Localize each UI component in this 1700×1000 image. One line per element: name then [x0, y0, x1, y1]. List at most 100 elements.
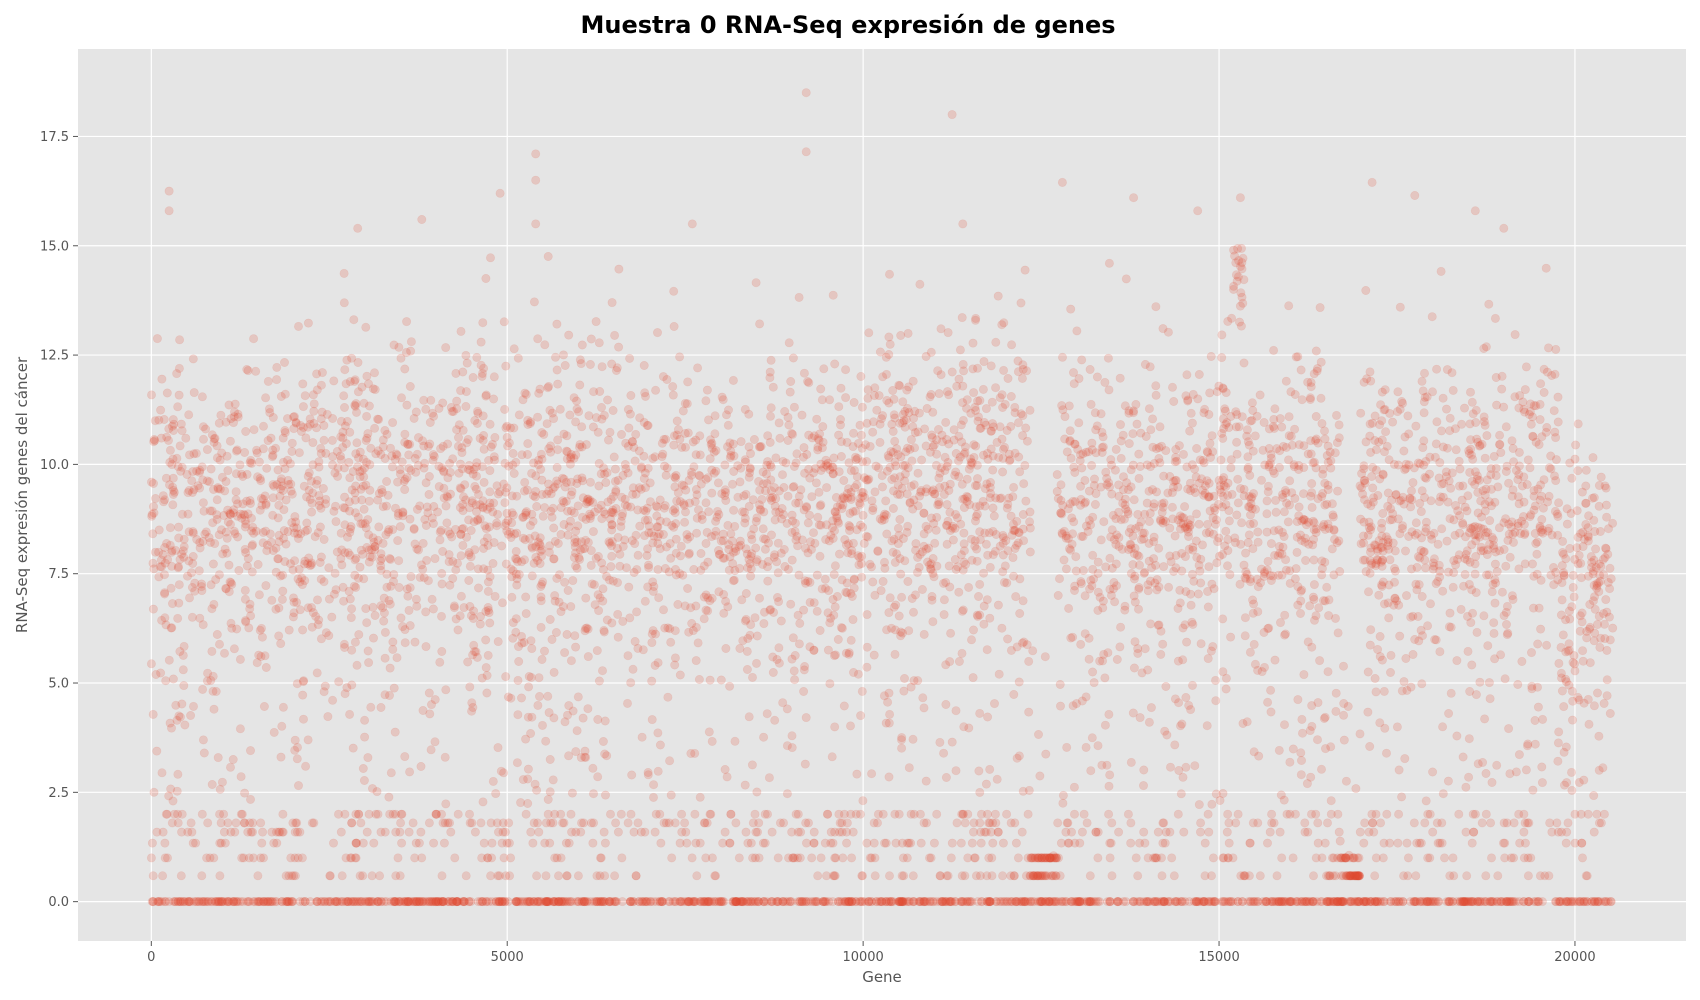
data-point	[740, 404, 750, 414]
data-point	[1307, 502, 1317, 512]
data-point	[1084, 654, 1094, 664]
data-point	[1272, 871, 1282, 881]
data-point	[890, 557, 900, 567]
data-point	[1359, 377, 1369, 387]
data-point	[168, 674, 178, 684]
data-point	[1452, 731, 1462, 741]
data-point	[760, 486, 770, 496]
data-point	[243, 827, 253, 837]
data-point	[740, 518, 750, 528]
data-point	[577, 442, 587, 452]
data-point	[640, 388, 650, 398]
data-point	[1003, 897, 1013, 907]
data-point	[533, 555, 543, 565]
data-point	[643, 582, 653, 592]
data-point	[939, 748, 949, 758]
data-point	[630, 539, 640, 549]
data-point	[1567, 767, 1577, 777]
data-point	[693, 363, 703, 373]
data-point	[758, 838, 768, 848]
data-point	[156, 433, 166, 443]
data-point	[908, 871, 918, 881]
data-point	[1564, 639, 1574, 649]
data-point	[843, 493, 853, 503]
data-point	[839, 475, 849, 485]
data-point	[269, 727, 279, 737]
data-point	[1427, 312, 1437, 322]
data-point	[1577, 617, 1587, 627]
data-point	[1305, 601, 1315, 611]
data-point	[437, 579, 447, 589]
data-point	[244, 897, 254, 907]
data-point	[1009, 689, 1019, 699]
data-point	[696, 548, 706, 558]
data-point	[1477, 818, 1487, 828]
data-point	[703, 606, 713, 616]
data-point	[1296, 770, 1306, 780]
data-point	[273, 513, 283, 523]
data-point	[1260, 662, 1270, 672]
data-point	[597, 666, 607, 676]
data-point	[792, 449, 802, 459]
data-point	[670, 472, 680, 482]
data-point	[475, 611, 485, 621]
data-point	[541, 871, 551, 881]
data-point	[385, 663, 395, 673]
data-point	[395, 522, 405, 532]
data-point	[1058, 352, 1068, 362]
data-point	[1060, 412, 1070, 422]
data-point	[957, 606, 967, 616]
data-point	[594, 338, 604, 348]
data-point	[616, 429, 626, 439]
data-point	[1533, 702, 1543, 712]
data-point	[613, 827, 623, 837]
data-point	[1170, 740, 1180, 750]
data-point	[1070, 809, 1080, 819]
data-point	[148, 604, 158, 614]
data-point	[1599, 570, 1609, 580]
data-point	[1084, 447, 1094, 457]
data-point	[1431, 579, 1441, 589]
data-point	[243, 553, 253, 563]
data-point	[575, 380, 585, 390]
data-point	[1097, 443, 1107, 453]
data-point	[453, 897, 463, 907]
data-point	[1074, 897, 1084, 907]
data-point	[253, 559, 263, 569]
data-point	[209, 599, 219, 609]
data-point	[1565, 458, 1575, 468]
data-point	[534, 827, 544, 837]
data-point	[306, 560, 316, 570]
data-point	[561, 477, 571, 487]
data-point	[421, 642, 431, 652]
data-point	[1406, 502, 1416, 512]
data-point	[177, 509, 187, 519]
data-point	[987, 397, 997, 407]
data-point	[607, 618, 617, 628]
data-point	[1377, 581, 1387, 591]
data-point	[1451, 500, 1461, 510]
data-point	[1589, 580, 1599, 590]
data-point	[520, 388, 530, 398]
data-point	[508, 633, 518, 643]
data-point	[1204, 562, 1214, 572]
data-point	[790, 675, 800, 685]
data-point	[534, 673, 544, 683]
data-point	[1011, 838, 1021, 848]
data-point	[794, 292, 804, 302]
data-point	[230, 827, 240, 837]
data-point	[751, 278, 761, 288]
data-point	[504, 818, 514, 828]
data-point	[880, 838, 890, 848]
data-point	[607, 359, 617, 369]
data-point	[827, 752, 837, 762]
data-point	[984, 528, 994, 538]
data-point	[1554, 658, 1564, 668]
data-point	[643, 767, 653, 777]
data-point	[1483, 641, 1493, 651]
data-point	[413, 545, 423, 555]
data-point	[1058, 790, 1068, 800]
data-point	[714, 587, 724, 597]
data-point	[508, 448, 518, 458]
data-point	[927, 486, 937, 496]
